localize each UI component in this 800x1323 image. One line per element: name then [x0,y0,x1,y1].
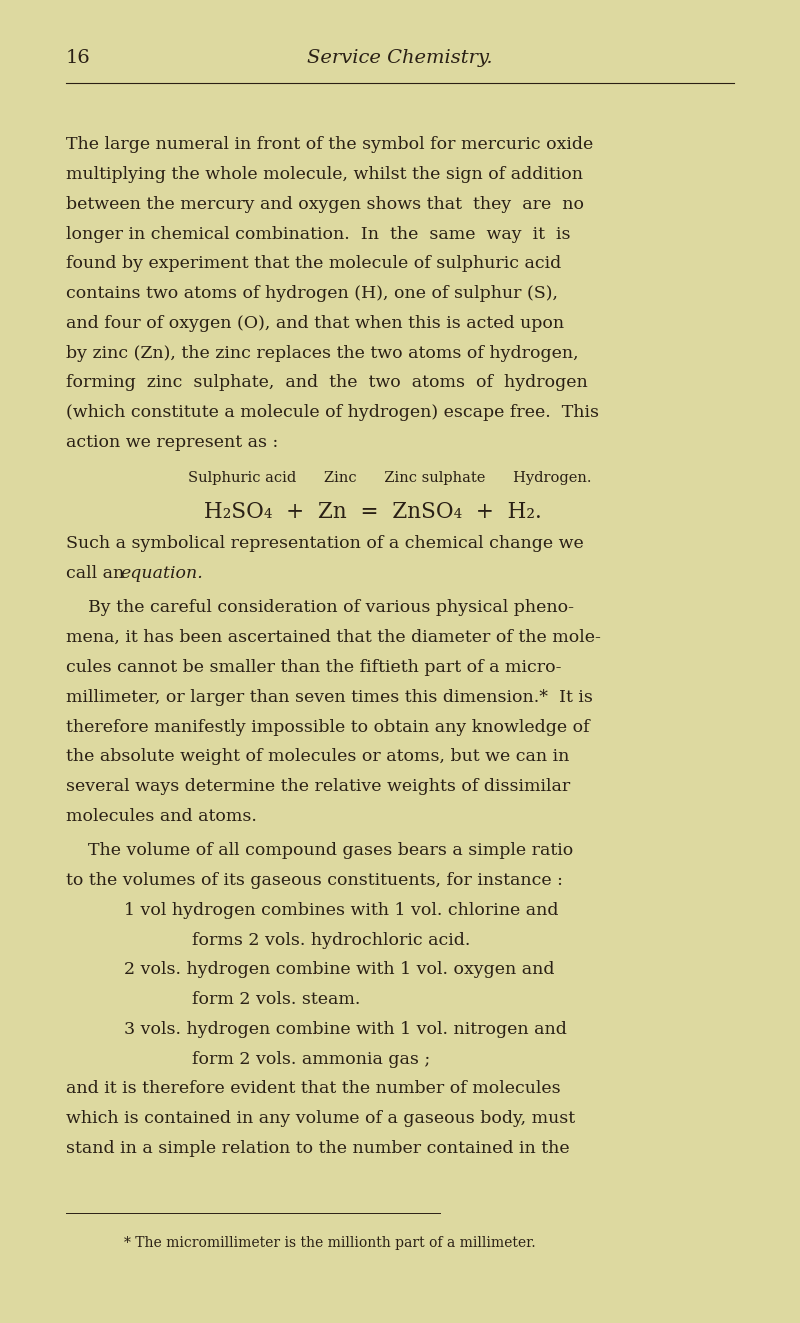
Text: Sulphuric acid      Zinc      Zinc sulphate      Hydrogen.: Sulphuric acid Zinc Zinc sulphate Hydrog… [188,471,591,484]
Text: between the mercury and oxygen shows that  they  are  no: between the mercury and oxygen shows tha… [66,196,584,213]
Text: contains two atoms of hydrogen (H), one of sulphur (S),: contains two atoms of hydrogen (H), one … [66,284,558,302]
Text: 16: 16 [66,49,90,67]
Text: The large numeral in front of the symbol for mercuric oxide: The large numeral in front of the symbol… [66,136,593,153]
Text: Such a symbolical representation of a chemical change we: Such a symbolical representation of a ch… [66,534,583,552]
Text: form 2 vols. steam.: form 2 vols. steam. [148,991,360,1008]
Text: and four of oxygen (O), and that when this is acted upon: and four of oxygen (O), and that when th… [66,315,564,332]
Text: (which constitute a molecule of hydrogen) escape free.  This: (which constitute a molecule of hydrogen… [66,404,598,421]
Text: forms 2 vols. hydrochloric acid.: forms 2 vols. hydrochloric acid. [148,931,470,949]
Text: 3 vols. hydrogen combine with 1 vol. nitrogen and: 3 vols. hydrogen combine with 1 vol. nit… [124,1021,567,1039]
Text: found by experiment that the molecule of sulphuric acid: found by experiment that the molecule of… [66,255,561,273]
Text: Service Chemistry.: Service Chemistry. [307,49,493,67]
Text: millimeter, or larger than seven times this dimension.*  It is: millimeter, or larger than seven times t… [66,689,593,705]
Text: the absolute weight of molecules or atoms, but we can in: the absolute weight of molecules or atom… [66,749,569,765]
Text: therefore manifestly impossible to obtain any knowledge of: therefore manifestly impossible to obtai… [66,718,590,736]
Text: H₂SO₄  +  Zn  =  ZnSO₄  +  H₂.: H₂SO₄ + Zn = ZnSO₄ + H₂. [204,500,542,523]
Text: * The micromillimeter is the millionth part of a millimeter.: * The micromillimeter is the millionth p… [124,1236,536,1250]
Text: action we represent as :: action we represent as : [66,434,278,451]
Text: equation.: equation. [121,565,203,582]
Text: forming  zinc  sulphate,  and  the  two  atoms  of  hydrogen: forming zinc sulphate, and the two atoms… [66,374,587,392]
Text: to the volumes of its gaseous constituents, for instance :: to the volumes of its gaseous constituen… [66,872,562,889]
Text: several ways determine the relative weights of dissimilar: several ways determine the relative weig… [66,778,570,795]
Text: which is contained in any volume of a gaseous body, must: which is contained in any volume of a ga… [66,1110,574,1127]
Text: longer in chemical combination.  In  the  same  way  it  is: longer in chemical combination. In the s… [66,225,570,242]
Text: call an: call an [66,565,130,582]
Text: stand in a simple relation to the number contained in the: stand in a simple relation to the number… [66,1140,570,1158]
Text: molecules and atoms.: molecules and atoms. [66,808,257,824]
Text: and it is therefore evident that the number of molecules: and it is therefore evident that the num… [66,1081,560,1098]
Text: mena, it has been ascertained that the diameter of the mole-: mena, it has been ascertained that the d… [66,630,601,646]
Text: 1 vol hydrogen combines with 1 vol. chlorine and: 1 vol hydrogen combines with 1 vol. chlo… [124,902,558,919]
Text: form 2 vols. ammonia gas ;: form 2 vols. ammonia gas ; [148,1050,430,1068]
Text: The volume of all compound gases bears a simple ratio: The volume of all compound gases bears a… [66,843,573,860]
Text: multiplying the whole molecule, whilst the sign of addition: multiplying the whole molecule, whilst t… [66,165,582,183]
Text: By the careful consideration of various physical pheno-: By the careful consideration of various … [66,599,574,617]
Text: cules cannot be smaller than the fiftieth part of a micro-: cules cannot be smaller than the fiftiet… [66,659,561,676]
Text: 2 vols. hydrogen combine with 1 vol. oxygen and: 2 vols. hydrogen combine with 1 vol. oxy… [124,962,554,979]
Text: by zinc (Zn), the zinc replaces the two atoms of hydrogen,: by zinc (Zn), the zinc replaces the two … [66,344,578,361]
